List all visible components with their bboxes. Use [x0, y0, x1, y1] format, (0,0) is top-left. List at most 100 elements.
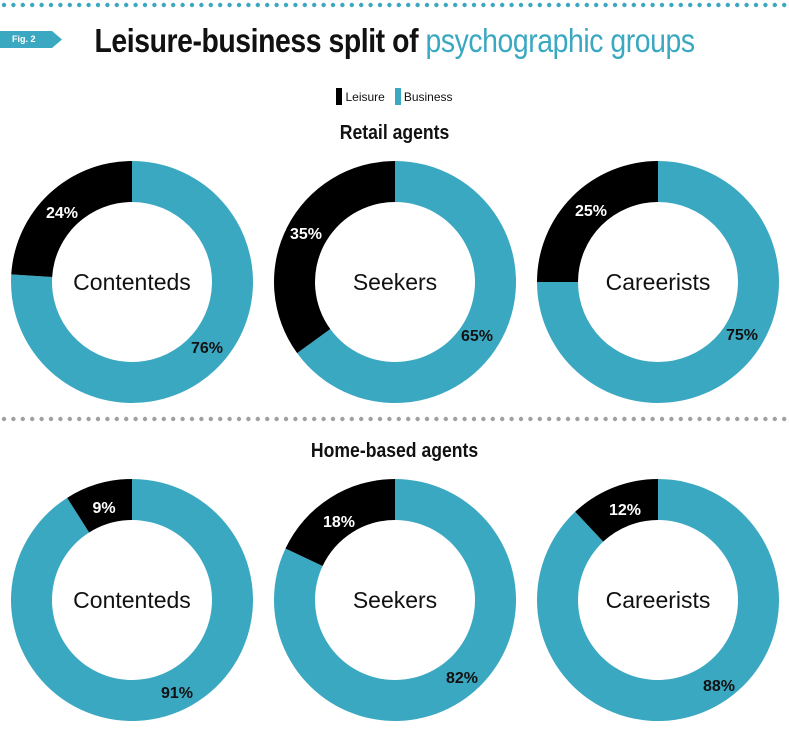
- rule-dot: [556, 2, 561, 8]
- legend-item-business: Business: [394, 88, 453, 105]
- rule-dot: [302, 2, 307, 8]
- rule-dot: [152, 2, 157, 8]
- rule-dot: [753, 2, 759, 8]
- rule-dot: [11, 416, 16, 422]
- rule-dot: [189, 416, 195, 422]
- slice-business: [11, 161, 254, 403]
- data-label-leisure: 18%: [323, 514, 355, 531]
- rule-dot: [565, 416, 571, 422]
- rule-dot: [246, 416, 251, 422]
- rule-dot: [528, 416, 533, 422]
- rule-dot: [716, 2, 721, 8]
- rule-dot: [547, 416, 552, 422]
- legend: Leisure Business: [0, 88, 789, 105]
- slice-leisure: [575, 479, 658, 542]
- rule-dot: [124, 416, 129, 422]
- rule-dot: [500, 2, 505, 8]
- slice-business: [537, 161, 779, 403]
- rule-dot: [283, 416, 289, 422]
- rule-dot: [735, 2, 740, 8]
- rule-dot: [142, 2, 148, 8]
- category-label: Contenteds: [73, 587, 191, 613]
- rule-dot: [189, 2, 195, 8]
- rule-dot: [565, 2, 571, 8]
- rule-dot: [631, 2, 636, 8]
- rule-dot: [744, 416, 749, 422]
- rule-dot: [114, 416, 120, 422]
- rule-dot: [236, 416, 242, 422]
- rule-dot: [537, 416, 542, 422]
- rule-dot: [114, 2, 120, 8]
- rule-dot: [594, 416, 599, 422]
- rule-dot: [603, 2, 608, 8]
- rule-dot: [518, 416, 524, 422]
- rule-dot: [744, 2, 749, 8]
- rule-dot: [246, 2, 251, 8]
- rule-dot: [518, 2, 524, 8]
- rule-dot: [622, 2, 627, 8]
- rule-dot: [641, 2, 646, 8]
- rule-dot: [584, 2, 589, 8]
- data-label-leisure: 25%: [575, 203, 607, 220]
- rule-dot: [377, 416, 383, 422]
- rule-dot: [321, 416, 326, 422]
- rule-dot: [218, 2, 223, 8]
- title-part-accent: psychographic groups: [425, 22, 696, 59]
- rule-dot: [321, 2, 326, 8]
- rule-dot: [227, 2, 232, 8]
- legend-item-leisure: Leisure: [336, 88, 385, 105]
- page-title: Leisure-business split of psychographic …: [55, 22, 734, 60]
- rule-dot: [735, 416, 740, 422]
- rule-dot: [396, 2, 401, 8]
- rule-dot: [180, 2, 185, 8]
- slice-business: [537, 479, 779, 721]
- rule-dot: [612, 416, 618, 422]
- rule-dot: [255, 416, 260, 422]
- rule-dot: [716, 416, 721, 422]
- donut-home-based-careerists: Careerists 12% 88%: [537, 479, 779, 721]
- rule-dot: [443, 416, 448, 422]
- donut-home-based-contenteds: Contenteds 9% 91%: [11, 479, 254, 722]
- rule-dot: [650, 416, 655, 422]
- rule-dot: [208, 2, 213, 8]
- category-label: Careerists: [606, 587, 711, 613]
- rule-dot: [697, 2, 702, 8]
- data-label-business: 91%: [161, 685, 193, 702]
- rule-dot: [30, 416, 35, 422]
- rule-dot: [490, 416, 495, 422]
- rule-dot: [622, 416, 627, 422]
- rule-dot: [312, 416, 317, 422]
- category-label: Seekers: [353, 587, 437, 613]
- rule-dot: [434, 2, 439, 8]
- rule-dot: [152, 416, 157, 422]
- section-title-retail: Retail agents: [339, 122, 450, 144]
- rule-dot: [330, 2, 336, 8]
- rule-dot: [763, 416, 768, 422]
- rule-dot: [753, 416, 759, 422]
- rule-dot: [255, 2, 260, 8]
- slice-business: [11, 479, 254, 722]
- rule-dot: [481, 416, 486, 422]
- rule-dot: [631, 416, 636, 422]
- category-label: Careerists: [606, 269, 711, 295]
- rule-dot: [575, 2, 580, 8]
- data-label-business: 76%: [191, 340, 223, 357]
- rule-dot: [199, 2, 204, 8]
- legend-swatch-business: [394, 88, 401, 105]
- slice-business: [274, 479, 516, 721]
- rule-dot: [86, 416, 91, 422]
- rule-dot: [349, 2, 354, 8]
- section-title-home-based: Home-based agents: [310, 440, 479, 462]
- rule-dot: [688, 2, 693, 8]
- rule-dot: [377, 2, 383, 8]
- rule-dot: [678, 2, 683, 8]
- rule-dot: [48, 416, 54, 422]
- legend-label-leisure: Leisure: [345, 89, 385, 104]
- rule-dot: [133, 2, 138, 8]
- rule-dot: [584, 416, 589, 422]
- category-label: Seekers: [353, 269, 437, 295]
- rule-dot: [274, 2, 279, 8]
- rule-dot: [612, 2, 618, 8]
- rule-dot: [293, 2, 298, 8]
- rule-dot: [180, 416, 185, 422]
